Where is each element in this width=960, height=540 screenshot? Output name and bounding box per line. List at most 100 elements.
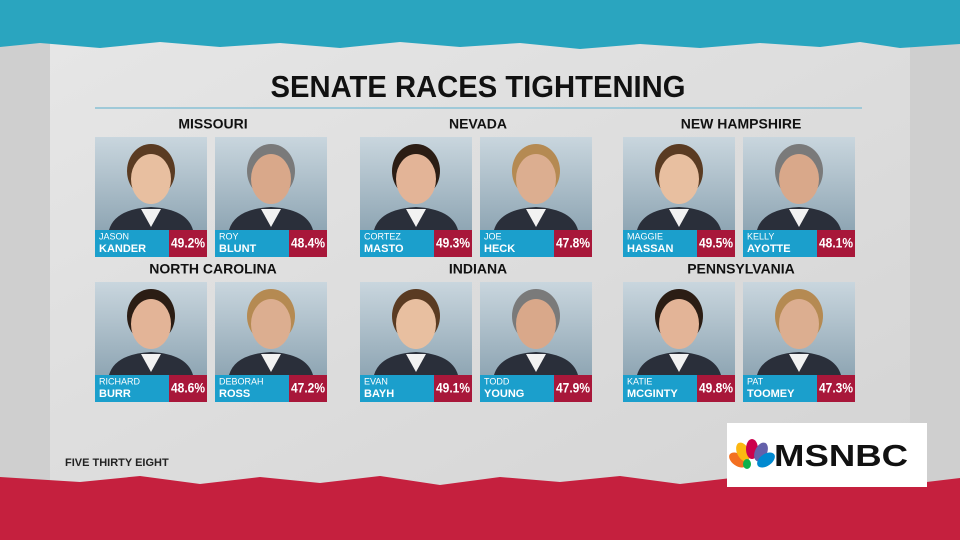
last-name: BURR (99, 388, 131, 400)
name-box (360, 230, 434, 257)
candidate-card: KATIE MCGINTY 49.8% (623, 282, 735, 402)
face (251, 299, 291, 349)
name-box (215, 375, 289, 402)
name-box (480, 230, 554, 257)
feather (757, 452, 775, 468)
collar (526, 354, 546, 372)
last-name: BAYH (364, 388, 394, 400)
candidate-card: MAGGIE HASSAN 49.5% (623, 137, 735, 257)
race: NORTH CAROLINA RICHARD BURR 48.6% DEBORAH ROS… (95, 261, 327, 402)
face (779, 154, 819, 204)
face (516, 154, 556, 204)
vote-share: 49.1% (436, 380, 470, 396)
last-name: HECK (484, 243, 515, 255)
collar (789, 354, 809, 372)
share-box (289, 375, 327, 402)
first-name: RICHARD (99, 376, 141, 386)
face (131, 154, 171, 204)
share-box (434, 230, 472, 257)
candidate-card: TODD YOUNG 47.9% (480, 282, 592, 402)
first-name: JASON (99, 231, 129, 241)
name-box (95, 230, 169, 257)
share-box (697, 230, 735, 257)
candidate-card: DEBORAH ROSS 47.2% (215, 282, 327, 402)
collar (406, 354, 426, 372)
last-name: AYOTTE (747, 243, 791, 255)
state-name: PENNSYLVANIA (687, 261, 795, 277)
first-name: PAT (747, 376, 764, 386)
share-box (169, 230, 207, 257)
vote-share: 48.1% (819, 235, 853, 251)
first-name: MAGGIE (627, 231, 663, 241)
race: INDIANA EVAN BAYH 49.1% TODD YOUNG 47.9% (360, 261, 592, 402)
share-box (289, 230, 327, 257)
first-name: DEBORAH (219, 376, 264, 386)
last-name: HASSAN (627, 243, 674, 255)
vote-share: 49.5% (699, 235, 733, 251)
collar (141, 354, 161, 372)
name-box (623, 230, 697, 257)
state-name: NORTH CAROLINA (149, 261, 277, 277)
last-name: ROSS (219, 388, 250, 400)
name-box (623, 375, 697, 402)
race: NEW HAMPSHIRE MAGGIE HASSAN 49.5% KELLY AYOTT… (623, 116, 855, 257)
first-name: CORTEZ (364, 231, 401, 241)
name-box (743, 230, 817, 257)
name-box (743, 375, 817, 402)
face (396, 299, 436, 349)
candidate-card: RICHARD BURR 48.6% (95, 282, 207, 402)
first-name: ROY (219, 231, 239, 241)
feather (743, 459, 751, 469)
share-box (697, 375, 735, 402)
logo: MSNBC (727, 423, 927, 487)
face (659, 299, 699, 349)
top-band (0, 0, 960, 49)
vote-share: 48.4% (291, 235, 325, 251)
name-box (480, 375, 554, 402)
candidate-card: JASON KANDER 49.2% (95, 137, 207, 257)
last-name: MCGINTY (627, 388, 678, 400)
race: NEVADA CORTEZ MASTO 49.3% JOE HECK 47.8% (360, 116, 592, 257)
face (779, 299, 819, 349)
peacock (729, 439, 775, 469)
face (516, 299, 556, 349)
candidate-card: EVAN BAYH 49.1% (360, 282, 472, 402)
candidate-card: ROY BLUNT 48.4% (215, 137, 327, 257)
first-name: EVAN (364, 376, 388, 386)
share-box (554, 230, 592, 257)
share-box (817, 230, 855, 257)
face (131, 299, 171, 349)
collar (526, 209, 546, 227)
candidate-card: JOE HECK 47.8% (480, 137, 592, 257)
races: MISSOURI JASON KANDER 49.2% ROY BLUNT 48.4% NEV… (95, 116, 855, 402)
state-name: MISSOURI (178, 116, 247, 132)
vote-share: 47.9% (556, 380, 590, 396)
collar (669, 354, 689, 372)
race: PENNSYLVANIA KATIE MCGINTY 49.8% PAT TOOMEY 47… (623, 261, 855, 402)
vote-share: 47.8% (556, 235, 590, 251)
last-name: BLUNT (219, 243, 257, 255)
state-name: NEVADA (449, 116, 507, 132)
state-name: NEW HAMPSHIRE (681, 116, 802, 132)
collar (141, 209, 161, 227)
face (659, 154, 699, 204)
collar (261, 209, 281, 227)
vote-share: 49.2% (171, 235, 205, 251)
share-box (434, 375, 472, 402)
name-box (360, 375, 434, 402)
collar (406, 209, 426, 227)
share-box (554, 375, 592, 402)
collar (789, 209, 809, 227)
share-box (169, 375, 207, 402)
vote-share: 48.6% (171, 380, 205, 396)
last-name: MASTO (364, 243, 404, 255)
bottom-band (0, 476, 960, 540)
vote-share: 49.3% (436, 235, 470, 251)
title: SENATE RACES TIGHTENING (271, 69, 686, 104)
candidate-card: CORTEZ MASTO 49.3% (360, 137, 472, 257)
last-name: TOOMEY (747, 388, 795, 400)
vote-share: 49.8% (699, 380, 733, 396)
logo-text: MSNBC (774, 438, 908, 473)
face (396, 154, 436, 204)
